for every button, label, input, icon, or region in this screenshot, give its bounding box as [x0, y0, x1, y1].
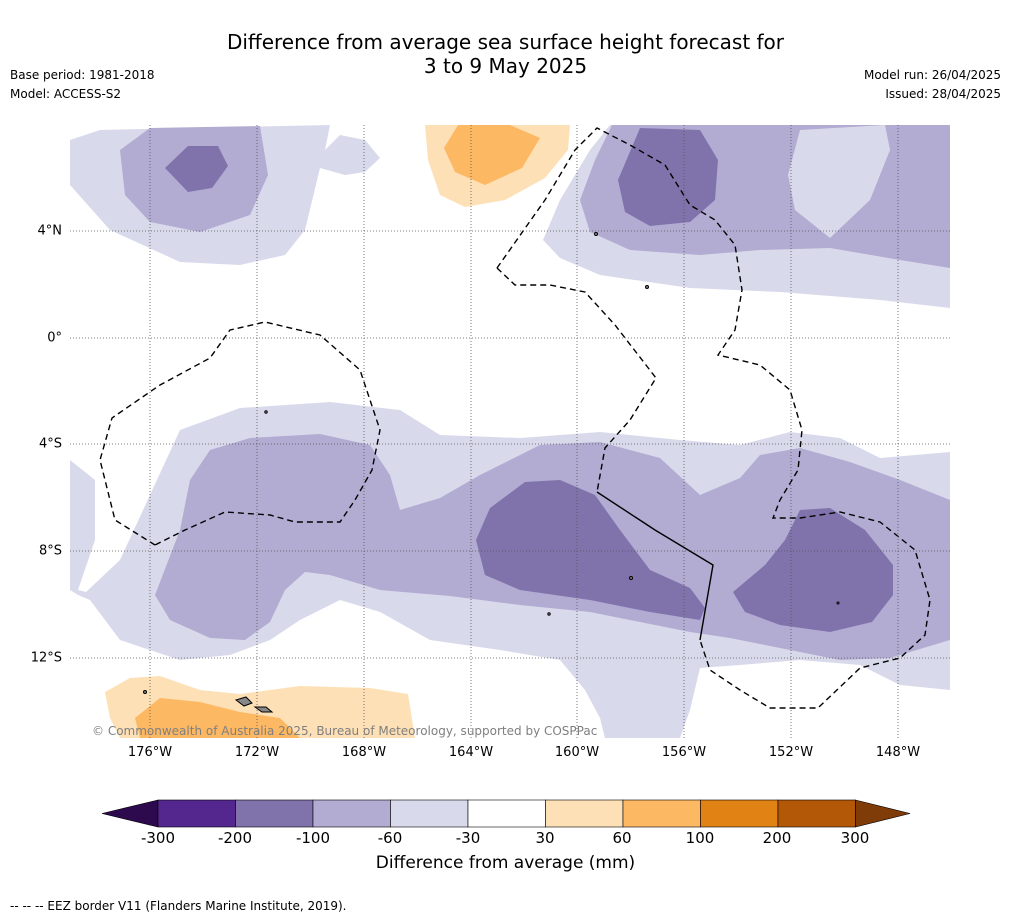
eez-borders [99, 127, 931, 709]
contour-dark-purple-s-center [476, 480, 705, 620]
contour-mid-orange-s [135, 698, 300, 738]
contour-light-purple-ne-inner [788, 125, 890, 238]
colorbar-arrow-high [855, 799, 911, 828]
model-run: Model run: 26/04/2025 [863, 68, 1001, 82]
eez-legend-note: -- -- -- EEZ border V11 (Flanders Marine… [10, 899, 347, 913]
colorbar-swatch [390, 799, 469, 828]
contour-mid-orange-n [444, 125, 540, 185]
contour-dark-purple-nw [165, 146, 228, 192]
meta-left: Base period: 1981-2018 Model: ACCESS-S2 [10, 66, 155, 104]
colorbar [101, 799, 911, 828]
y-tick-12s: 12°S [30, 650, 62, 666]
colorbar-label: -200 [217, 829, 253, 847]
x-tick-160w: 160°W [554, 745, 600, 760]
colorbar-swatch [467, 799, 546, 828]
colorbar-label: 60 [612, 829, 632, 847]
eez-solid-border [596, 491, 714, 641]
colorbar-title: Difference from average (mm) [375, 853, 636, 873]
colorbar-label: 30 [535, 829, 555, 847]
colorbar-label: -30 [455, 829, 481, 847]
copyright-notice: © Commonwealth of Australia 2025, Bureau… [92, 724, 598, 738]
issued-date: Issued: 28/04/2025 [885, 87, 1001, 101]
colorbar-swatch [777, 799, 856, 828]
y-tick-0: 0° [47, 330, 62, 346]
colorbar-swatch [157, 799, 236, 828]
contour-layer [70, 125, 950, 738]
x-tick-148w: 148°W [875, 745, 921, 760]
colorbar-label: -100 [295, 829, 331, 847]
x-tick-156w: 156°W [661, 745, 707, 760]
colorbar-swatch [312, 799, 391, 828]
y-tick-4n: 4°N [37, 223, 63, 239]
colorbar-label: 300 [840, 829, 870, 847]
colorbar-swatch [700, 799, 779, 828]
base-period: Base period: 1981-2018 [10, 68, 155, 82]
title-line-1: Difference from average sea surface heig… [226, 30, 785, 54]
gridlines [70, 125, 950, 738]
title-line-2: 3 to 9 May 2025 [423, 54, 588, 78]
colorbar-label: 200 [762, 829, 792, 847]
x-tick-164w: 164°W [448, 745, 494, 760]
y-tick-8s: 8°S [38, 543, 62, 559]
islands [143, 232, 840, 713]
colorbar-swatch [545, 799, 624, 828]
y-tick-4s: 4°S [38, 436, 62, 452]
x-tick-152w: 152°W [768, 745, 814, 760]
colorbar-label: 100 [685, 829, 715, 847]
colorbar-label: -300 [140, 829, 176, 847]
map-title: Difference from average sea surface heig… [0, 30, 1011, 78]
colorbar-label: -60 [377, 829, 403, 847]
colorbar-swatch [622, 799, 701, 828]
colorbar-swatch [235, 799, 314, 828]
x-tick-172w: 172°W [234, 745, 280, 760]
x-tick-168w: 168°W [341, 745, 387, 760]
colorbar-arrow-low [101, 799, 159, 828]
model-name: Model: ACCESS-S2 [10, 87, 122, 101]
meta-right: Model run: 26/04/2025 Issued: 28/04/2025 [864, 66, 1001, 104]
x-tick-176w: 176°W [127, 745, 173, 760]
contour-dark-purple-s-east [733, 508, 893, 632]
